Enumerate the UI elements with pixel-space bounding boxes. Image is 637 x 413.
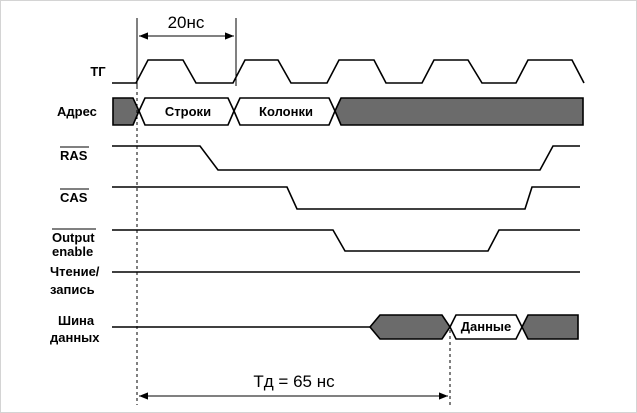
output-enable-waveform: [112, 229, 580, 252]
output-enable-label-line2: enable: [52, 244, 93, 259]
access-time-marker: Тд = 65 нс: [136, 86, 451, 405]
address-column-label: Колонки: [259, 104, 313, 119]
top-interval-marker: 20нс: [136, 13, 237, 86]
address-signal-row: Адрес Строки Колонки: [57, 97, 584, 126]
clock-label: ТГ: [90, 64, 106, 79]
clock-signal-row: ТГ: [90, 59, 585, 84]
clock-waveform: [112, 59, 585, 84]
address-invalid-end: [334, 97, 584, 126]
address-invalid-start: [112, 97, 140, 126]
data-bus-data-label: Данные: [461, 319, 512, 334]
output-enable-signal-row: Output enable: [52, 228, 580, 259]
cas-waveform: [112, 186, 580, 210]
ras-signal-row: RAS: [60, 145, 580, 171]
data-bus-invalid-segment: [368, 314, 451, 340]
ras-label: RAS: [60, 148, 88, 163]
data-bus-label-line1: Шина: [58, 313, 95, 328]
top-interval-label: 20нс: [168, 13, 205, 32]
read-write-label-line2: запись: [50, 282, 95, 297]
access-time-label: Тд = 65 нс: [253, 372, 335, 391]
address-row-label: Строки: [165, 104, 211, 119]
cas-label: CAS: [60, 190, 88, 205]
cas-signal-row: CAS: [60, 186, 580, 210]
data-bus-signal-row: Шина данных Данные: [50, 313, 579, 345]
ras-waveform: [112, 145, 580, 171]
read-write-label-line1: Чтение/: [50, 264, 100, 279]
data-bus-label-line2: данных: [50, 330, 100, 345]
read-write-signal-row: Чтение/ запись: [50, 264, 580, 297]
data-bus-invalid-end: [521, 314, 579, 340]
address-label: Адрес: [57, 104, 97, 119]
output-enable-label-line1: Output: [52, 230, 95, 245]
